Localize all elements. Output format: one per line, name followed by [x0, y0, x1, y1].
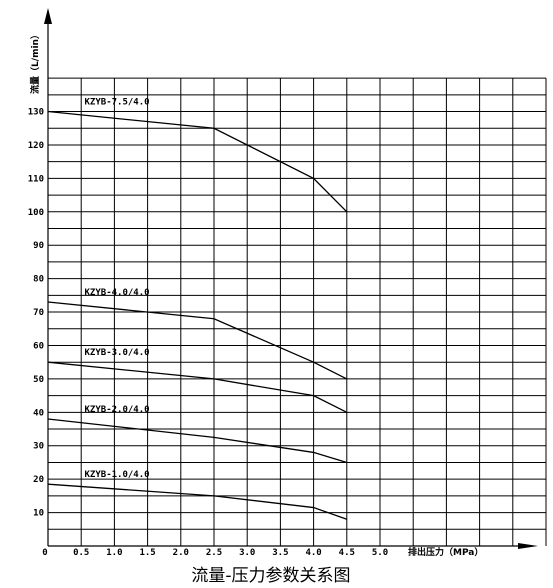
y-tick-label: 50 — [33, 375, 44, 385]
axes — [44, 8, 538, 549]
y-tick-label: 70 — [33, 308, 44, 318]
series-label: KZYB-4.0/4.0 — [85, 288, 150, 298]
series-lines — [47, 110, 348, 520]
y-tick-label: 130 — [28, 108, 44, 118]
y-tick-label: 110 — [28, 174, 44, 184]
y-tick-label: 120 — [28, 141, 44, 151]
series-line — [47, 110, 348, 213]
y-tick-label: 20 — [33, 475, 44, 485]
x-tick-label: 2.0 — [173, 548, 189, 558]
series-label: KZYB-1.0/4.0 — [85, 470, 150, 480]
chart-title: 流量-压力参数关系图 — [191, 566, 350, 586]
origin-label: 0 — [42, 548, 47, 558]
series-line — [47, 483, 348, 520]
series-line — [47, 301, 348, 380]
x-tick-label: 1.0 — [106, 548, 122, 558]
x-tick-label: 1.5 — [139, 548, 155, 558]
y-axis-arrow — [44, 8, 52, 24]
grid-lines — [48, 77, 547, 546]
x-tick-label: 3.5 — [272, 548, 288, 558]
y-tick-label: 30 — [33, 442, 44, 452]
y-tick-label: 60 — [33, 341, 44, 351]
x-axis-arrow — [518, 543, 538, 549]
series-label: KZYB-7.5/4.0 — [85, 98, 150, 108]
tick-labels: 10 20 30 40 50 60 70 80 90 100 110 120 130 0.5 1.0 1.5 2… — [28, 108, 388, 558]
x-tick-label: 5.0 — [372, 548, 388, 558]
series-line — [47, 361, 348, 413]
x-tick-label: 4.0 — [305, 548, 321, 558]
series-label: KZYB-2.0/4.0 — [85, 405, 150, 415]
y-tick-label: 10 — [33, 509, 44, 519]
y-tick-label: 90 — [33, 241, 44, 251]
x-tick-label: 3.0 — [239, 548, 255, 558]
series-line — [47, 418, 347, 464]
y-tick-label: 40 — [33, 408, 44, 418]
y-tick-label: 100 — [28, 208, 44, 218]
y-axis-label: 流量（L/min） — [29, 30, 41, 94]
series-labels: KZYB-7.5/4.0 KZYB-4.0/4.0 KZYB-3.0/4.0 KZYB… — [85, 98, 150, 481]
x-axis-label: 排出压力（MPa） — [408, 546, 483, 558]
x-tick-label: 4.5 — [339, 548, 355, 558]
x-tick-label: 0.5 — [73, 548, 89, 558]
x-tick-label: 2.5 — [206, 548, 222, 558]
series-label: KZYB-3.0/4.0 — [85, 348, 150, 358]
y-tick-label: 80 — [33, 275, 44, 285]
